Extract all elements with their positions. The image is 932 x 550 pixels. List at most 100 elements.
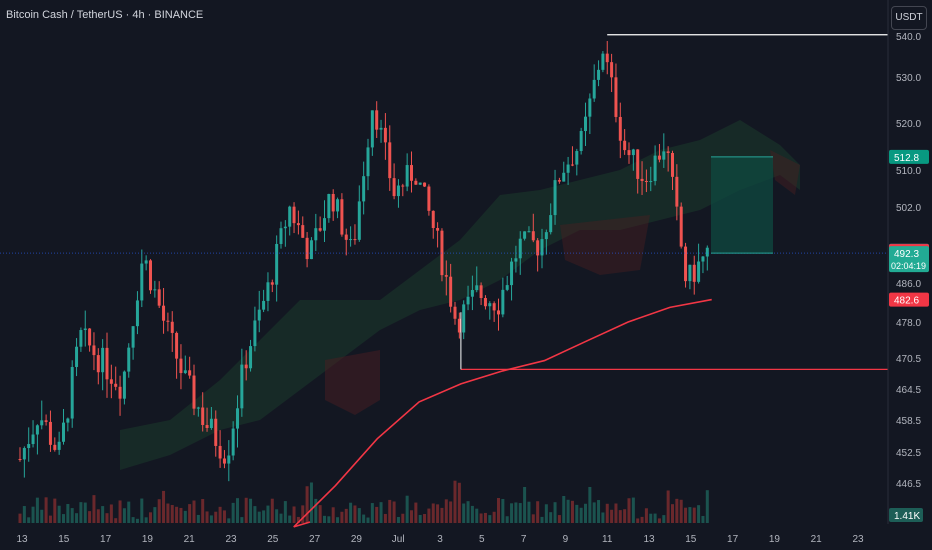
candle-body	[336, 199, 340, 212]
volume-bar	[127, 501, 131, 523]
volume-bar	[40, 509, 44, 523]
candle-body	[570, 164, 574, 166]
volume-bar	[701, 515, 705, 523]
candle-body	[62, 422, 65, 442]
candle-body	[327, 193, 331, 219]
y-tick-label: 510.0	[896, 166, 921, 177]
volume-bar	[18, 513, 22, 523]
volume-bar	[492, 511, 496, 523]
candle-body	[179, 358, 183, 374]
candle-body	[492, 303, 496, 311]
volume-bar	[323, 515, 326, 523]
candle-body	[109, 379, 113, 384]
volume-bar	[227, 518, 231, 523]
candle-body	[453, 306, 457, 319]
candle-body	[222, 458, 226, 464]
volume-bar	[684, 507, 688, 523]
candle-body	[35, 425, 39, 435]
volume-bar	[257, 511, 261, 523]
volume-bar	[244, 497, 248, 523]
volume-bar	[383, 513, 387, 523]
candle-body	[292, 206, 296, 224]
candle-body	[40, 420, 44, 426]
candle-body	[275, 243, 279, 285]
x-tick-label: 11	[602, 534, 613, 545]
volume-bar	[362, 514, 366, 523]
candle-body	[66, 418, 70, 423]
volume-bar	[431, 503, 435, 523]
candle-body	[344, 234, 348, 240]
volume-bar	[657, 518, 661, 523]
candle-body	[601, 53, 605, 70]
volume-bar	[340, 511, 344, 523]
volume-bar	[536, 501, 540, 523]
volume-bar	[662, 515, 666, 523]
candle-body	[279, 228, 283, 244]
candle-body	[684, 246, 688, 282]
volume-bar	[379, 502, 383, 523]
volume-bar	[262, 510, 266, 523]
candle-body	[305, 237, 309, 260]
position-target-zone	[711, 156, 773, 254]
candle-body	[614, 77, 618, 117]
volume-bar	[135, 518, 139, 523]
candle-body	[196, 407, 200, 409]
volume-bar	[70, 508, 74, 523]
candle-body	[631, 149, 635, 156]
candle-body	[392, 178, 396, 197]
volume-bar	[688, 507, 692, 523]
candles	[18, 40, 709, 482]
candle-body	[314, 228, 318, 241]
volume-bar	[705, 490, 709, 523]
candle-body	[470, 290, 474, 297]
y-tick-label: 502.0	[896, 203, 921, 214]
volume-bar	[218, 506, 222, 523]
volume-bar	[549, 512, 553, 523]
volume-bar	[170, 505, 174, 523]
volume-bar	[427, 508, 431, 523]
x-tick-label: 27	[309, 534, 321, 545]
candle-body	[431, 210, 435, 229]
x-tick-label: 29	[351, 534, 363, 545]
candle-body	[140, 263, 144, 301]
y-tick-label: 540.0	[896, 32, 921, 43]
price-badge	[889, 246, 929, 273]
x-tick-label: 23	[225, 534, 237, 545]
volume-bar	[101, 506, 105, 523]
candle-body	[157, 289, 161, 306]
volume-bar	[423, 514, 427, 523]
candle-body	[127, 347, 131, 372]
volume-bar	[314, 498, 318, 523]
volume-bar	[279, 513, 283, 523]
candle-body	[209, 418, 213, 429]
candle-body	[309, 240, 313, 260]
x-tick-label: 15	[685, 534, 697, 545]
candle-body	[166, 320, 170, 322]
volume-bar	[540, 516, 544, 523]
volume-bar	[514, 502, 518, 523]
volume-bar	[653, 513, 657, 523]
candle-body	[705, 247, 709, 257]
candle-body	[53, 444, 57, 450]
volume-bar	[436, 504, 440, 523]
currency-button[interactable]: USDT	[891, 6, 927, 30]
candle-body	[257, 309, 261, 321]
candle-body	[523, 231, 527, 239]
candle-body	[240, 364, 244, 409]
overlays	[0, 34, 888, 528]
candle-body	[83, 328, 87, 331]
candle-body	[562, 172, 566, 182]
volume-bar	[470, 505, 474, 523]
candle-body	[505, 285, 509, 290]
candle-body	[396, 185, 400, 197]
volume-bar	[153, 507, 157, 523]
candle-body	[436, 228, 440, 231]
volume-bar	[131, 517, 135, 523]
candle-body	[627, 150, 631, 156]
volume-bar	[122, 508, 126, 523]
volume-bar	[196, 514, 200, 523]
volume-bar	[162, 490, 166, 523]
volume-bar	[75, 513, 79, 523]
volume-bar	[188, 504, 192, 523]
